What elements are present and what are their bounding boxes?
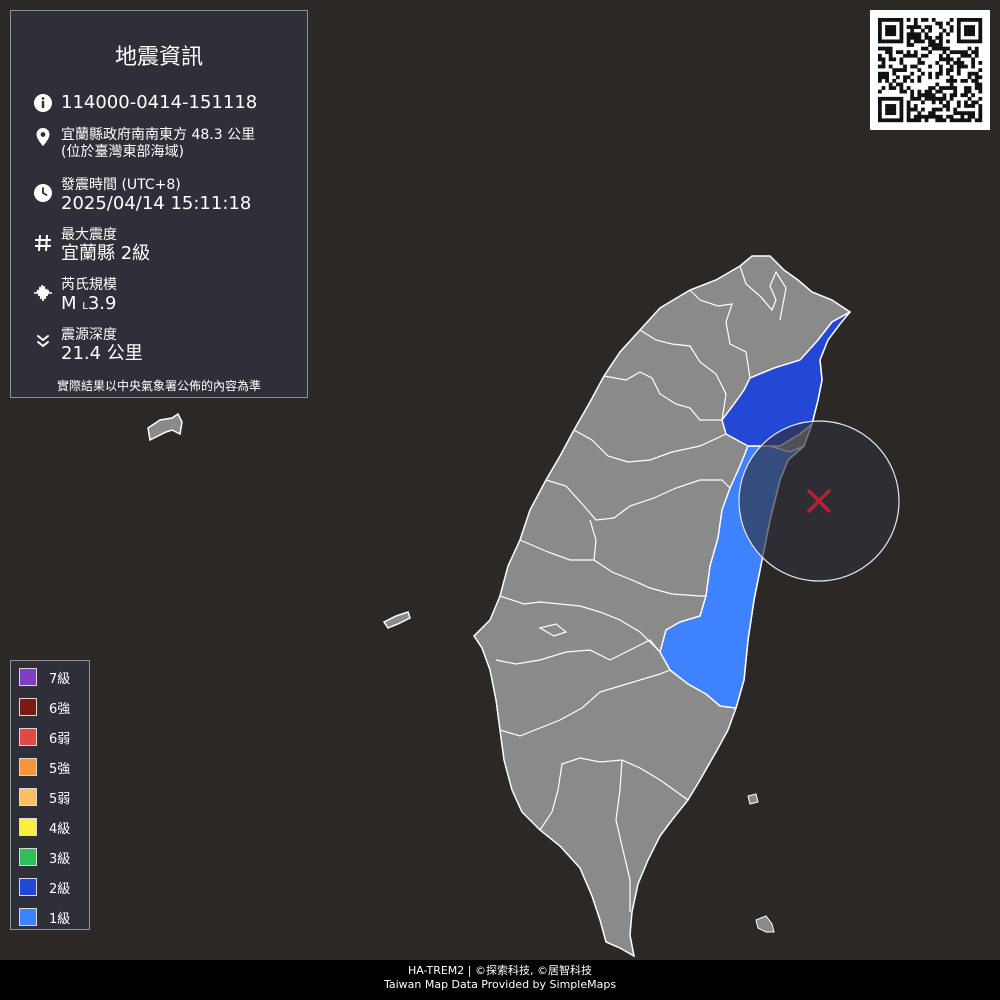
seismic-wave-icon xyxy=(33,283,53,303)
legend-label: 5弱 xyxy=(49,791,71,807)
legend-swatch xyxy=(19,908,37,926)
legend-label: 5強 xyxy=(49,761,71,777)
earthquake-info-panel: 地震資訊 114000-0414-151118 宜蘭縣政府南南東方 48.3 公… xyxy=(10,10,308,398)
footer-line1: HA-TREM2 | ©探索科技, ©居智科技 xyxy=(407,964,592,977)
legend-item: 3級 xyxy=(19,846,70,868)
magnitude-sub: L xyxy=(82,301,88,312)
legend-item: 7級 xyxy=(19,666,70,688)
location-line2: (位於臺灣東部海域) xyxy=(61,144,184,160)
magnitude-value: 3.9 xyxy=(87,293,117,314)
penghu-island xyxy=(147,412,183,442)
time-row: 發震時間 (UTC+8) 2025/04/14 15:11:18 xyxy=(33,177,297,214)
magnitude-row: 芮氏規模 M L3.9 xyxy=(33,277,297,317)
legend-swatch xyxy=(19,758,37,776)
orchid-island xyxy=(755,915,775,933)
legend-label: 1級 xyxy=(49,911,71,927)
legend-swatch xyxy=(19,728,37,746)
legend-swatch xyxy=(19,698,37,716)
max-intensity-row: 最大震度 宜蘭縣 2級 xyxy=(33,227,297,264)
legend-item: 6強 xyxy=(19,696,70,718)
max-intensity-value: 宜蘭縣 2級 xyxy=(61,243,151,264)
location-row: 宜蘭縣政府南南東方 48.3 公里 (位於臺灣東部海域) xyxy=(33,127,297,161)
legend-label: 6強 xyxy=(49,701,71,717)
small-island xyxy=(382,611,411,629)
legend-item: 4級 xyxy=(19,816,70,838)
legend-label: 7級 xyxy=(49,671,71,687)
taiwan-mainland xyxy=(473,255,852,958)
qr-code-image xyxy=(878,18,983,123)
disclaimer: 實際結果以中央氣象署公佈的內容為準 xyxy=(56,379,261,393)
time-label: 發震時間 (UTC+8) xyxy=(61,177,181,193)
chevron-down-double-icon xyxy=(33,331,53,351)
footer: HA-TREM2 | ©探索科技, ©居智科技 Taiwan Map Data … xyxy=(0,960,1000,1000)
report-id-row: 114000-0414-151118 xyxy=(33,93,297,113)
hash-icon xyxy=(33,233,53,253)
legend-swatch xyxy=(19,668,37,686)
intensity-legend: 7級 6強 6弱 5強 5弱 4級 3級 2級 1級 xyxy=(10,660,90,930)
legend-label: 4級 xyxy=(49,821,71,837)
legend-item: 2級 xyxy=(19,876,70,898)
legend-swatch xyxy=(19,818,37,836)
legend-swatch xyxy=(19,878,37,896)
info-icon xyxy=(33,93,53,113)
green-island xyxy=(747,793,759,805)
legend-swatch xyxy=(19,788,37,806)
legend-label: 3級 xyxy=(49,851,71,867)
depth-row: 震源深度 21.4 公里 xyxy=(33,327,297,364)
depth-value: 21.4 公里 xyxy=(61,343,143,364)
report-id: 114000-0414-151118 xyxy=(61,92,258,113)
qr-code xyxy=(870,10,990,130)
legend-item: 1級 xyxy=(19,906,70,928)
time-value: 2025/04/14 15:11:18 xyxy=(61,193,252,214)
magnitude-prefix: M xyxy=(61,293,77,314)
county-borders xyxy=(495,265,787,912)
magnitude-value-group: M L3.9 xyxy=(61,294,117,317)
legend-item: 6弱 xyxy=(19,726,70,748)
clock-icon xyxy=(33,183,53,203)
epicenter-marker-icon xyxy=(807,489,831,513)
magnitude-label: 芮氏規模 xyxy=(61,277,117,293)
region-yilan xyxy=(721,311,851,447)
location-line1: 宜蘭縣政府南南東方 48.3 公里 xyxy=(61,127,256,143)
legend-label: 2級 xyxy=(49,881,71,897)
panel-title: 地震資訊 xyxy=(114,45,203,70)
location-pin-icon xyxy=(33,127,53,147)
max-intensity-label: 最大震度 xyxy=(61,227,117,243)
footer-line2: Taiwan Map Data Provided by SimpleMaps xyxy=(383,978,617,991)
depth-label: 震源深度 xyxy=(61,327,117,343)
legend-swatch xyxy=(19,848,37,866)
legend-item: 5強 xyxy=(19,756,70,778)
legend-item: 5弱 xyxy=(19,786,70,808)
legend-label: 6弱 xyxy=(49,731,71,747)
